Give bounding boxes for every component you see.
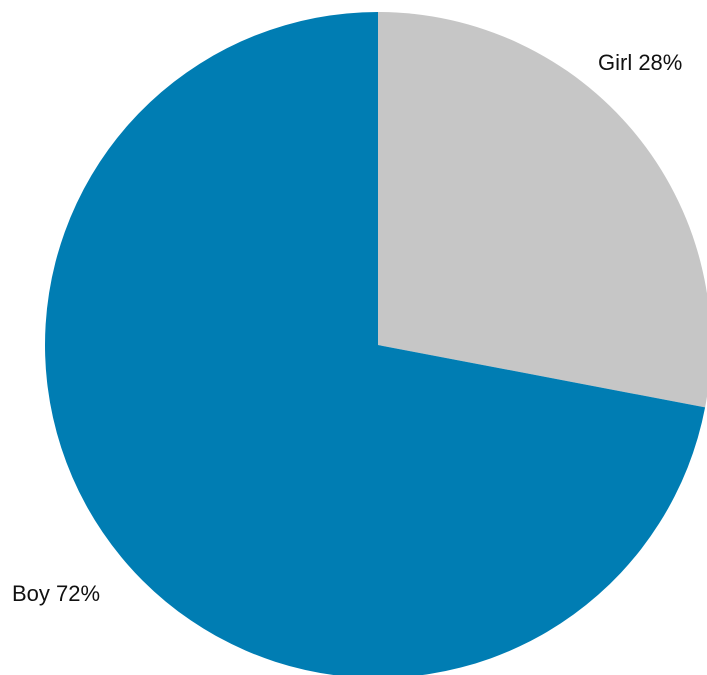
pie-labels: Girl 28% Boy 72%	[12, 50, 682, 606]
pie-slice-boy	[45, 12, 706, 675]
pie-slice-girl	[378, 12, 707, 408]
slice-label-girl: Girl 28%	[598, 50, 682, 75]
slice-label-boy: Boy 72%	[12, 581, 100, 606]
pie-slices	[45, 12, 707, 675]
